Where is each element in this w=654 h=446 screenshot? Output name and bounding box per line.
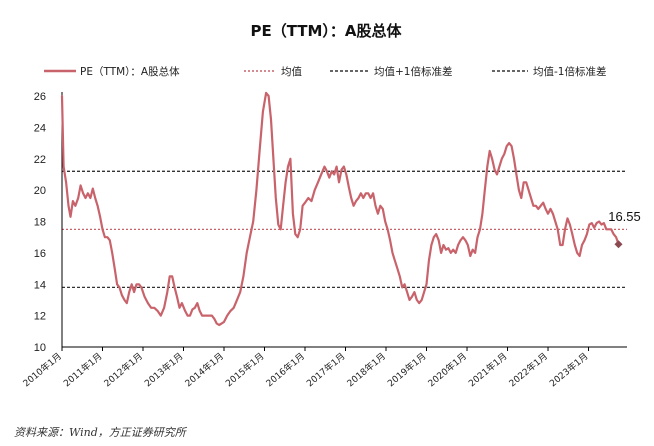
y-axis: 10 12 14 16 18 20 22 24 26 [34,91,63,354]
x-tick-label: 2011年1月 [61,350,104,389]
y-tick-label: 24 [34,122,46,134]
x-tick-label: 2021年1月 [466,350,509,389]
last-point-marker [614,240,623,249]
legend-label-pe: PE（TTM）：A股总体 [80,65,180,78]
x-tick-label: 2016年1月 [263,350,306,389]
x-tick-label: 2019年1月 [385,350,428,389]
y-tick-label: 22 [34,154,46,166]
last-point: 16.55 [608,209,641,249]
legend-label-mean: 均值 [281,65,302,78]
x-axis: 2010年1月2011年1月2012年1月2013年1月2014年1月2015年… [20,346,627,389]
y-tick-label: 20 [34,185,46,197]
chart-title: PE（TTM）：A股总体 [250,22,402,40]
legend-label-minus1sd: 均值-1倍标准差 [533,65,606,78]
x-tick-label: 2013年1月 [142,350,185,389]
legend: PE（TTM）：A股总体 均值 均值+1倍标准差 均值-1倍标准差 [44,65,606,78]
y-tick-label: 14 [34,279,46,291]
reference-lines [62,170,627,289]
y-tick-label: 12 [34,311,46,323]
series-pe-ttm [60,91,620,327]
legend-label-plus1sd: 均值+1倍标准差 [374,65,452,78]
x-tick-label: 2020年1月 [426,350,469,389]
last-value-label: 16.55 [608,209,641,224]
y-tick-label: 16 [34,248,46,260]
y-tick-label: 18 [34,217,46,229]
x-tick-label: 2023年1月 [547,350,590,389]
x-tick-label: 2022年1月 [507,350,550,389]
y-tick-label: 10 [34,342,46,354]
source-note: 资料来源：Wind，方正证券研究所 [14,426,188,439]
x-tick-label: 2012年1月 [101,350,144,389]
pe-ttm-line [60,91,620,327]
y-tick-label: 26 [34,91,46,103]
x-tick-label: 2014年1月 [182,350,225,389]
x-tick-label: 2017年1月 [304,350,347,389]
x-tick-label: 2018年1月 [345,350,388,389]
x-tick-label: 2015年1月 [223,350,266,389]
x-tick-label: 2010年1月 [20,350,63,389]
